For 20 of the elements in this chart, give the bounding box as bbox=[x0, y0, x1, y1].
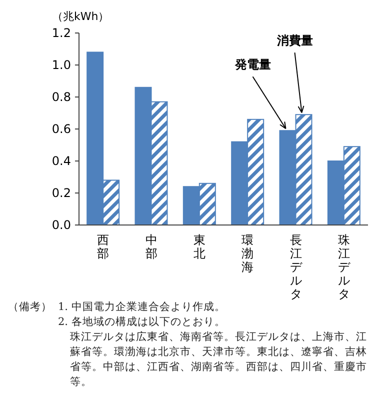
text: 2. 各地域の構成は以下のとおり。 bbox=[58, 315, 226, 330]
text: 珠江デルタは広東省、海南省等。長江デルタは、上海市、江蘇省等。環渤海は北京市、天津市等。東北は、遼寧省、吉林省等。中部は、江西省、湖南省等。西部は、四川省、重慶市等。 bbox=[69, 330, 368, 390]
y-tick-label: 1.2 bbox=[52, 26, 71, 40]
x-tick-label: 長江デルタ bbox=[290, 233, 303, 301]
y-tick-label: 0.4 bbox=[52, 154, 71, 168]
x-tick-label: 中部 bbox=[145, 233, 158, 260]
x-tick-label: 西部 bbox=[97, 233, 110, 260]
text: 発電量 bbox=[234, 58, 271, 72]
y-tick-label: 1.0 bbox=[52, 58, 71, 72]
y-tick-label: 0.2 bbox=[52, 186, 71, 200]
y-tick-label: 0.6 bbox=[52, 122, 71, 136]
y-tick-label: 0.8 bbox=[52, 90, 71, 104]
y-axis-title: （兆kWh） bbox=[52, 10, 110, 23]
x-tick-label: 東北 bbox=[193, 233, 206, 260]
text: （備考） bbox=[8, 300, 53, 315]
x-tick-label: 珠江デルタ bbox=[338, 233, 351, 301]
text: 1. 中国電力企業連合会より作成。 bbox=[58, 300, 226, 315]
y-tick-label: 0.0 bbox=[52, 218, 71, 232]
text: 消費量 bbox=[276, 34, 313, 48]
x-tick-label: 環渤海 bbox=[242, 233, 254, 274]
